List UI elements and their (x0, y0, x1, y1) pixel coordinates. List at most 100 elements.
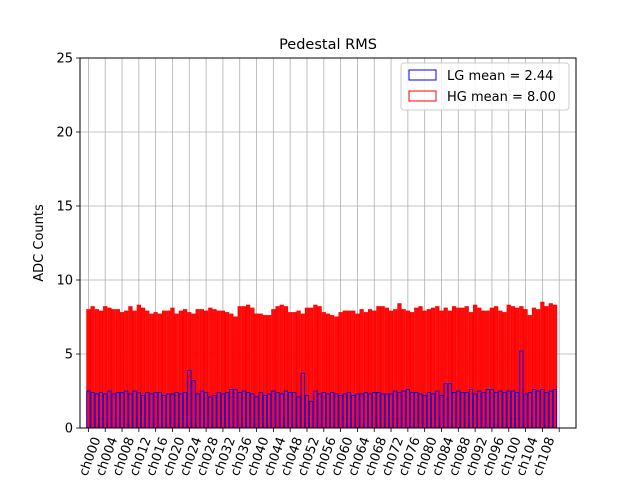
bar-lg (367, 393, 373, 429)
bar-lg (468, 389, 474, 429)
bar-lg (233, 389, 238, 429)
bar-lg (414, 392, 419, 429)
legend-swatch-hg (408, 90, 437, 102)
bar-lg (203, 392, 209, 429)
bar-lg (288, 392, 293, 429)
bar-lg (338, 394, 343, 429)
bar-lg (161, 394, 167, 429)
bar-lg (279, 393, 284, 429)
bar-lg (523, 393, 528, 429)
bar-lg (216, 392, 221, 429)
bar-lg (477, 390, 482, 429)
x-axis: ch000ch004ch008ch012ch016ch020ch024ch028… (77, 428, 560, 478)
bar-lg (536, 390, 541, 429)
bar-lg (527, 392, 532, 429)
bar-lg (422, 394, 427, 429)
bar-lg (397, 392, 402, 429)
bar-lg (103, 393, 108, 429)
bar-lg (409, 392, 415, 429)
legend-swatch-lg (408, 69, 437, 81)
bar-lg (182, 392, 188, 429)
bar-lg (128, 393, 133, 429)
bar-lg (283, 390, 289, 429)
bar-lg (241, 390, 247, 429)
bar-lg (199, 390, 205, 429)
bar-lg (393, 390, 398, 429)
bar-lg (351, 394, 356, 429)
bar-lg (401, 390, 406, 429)
y-tick-label: 15 (56, 200, 73, 215)
bar-lg (115, 392, 120, 429)
bar-lg (149, 393, 154, 429)
bar-lg (359, 393, 364, 429)
y-tick-label: 0 (65, 422, 73, 437)
bar-lg (262, 394, 268, 429)
bar-lg (140, 394, 146, 429)
bar-lg (498, 390, 503, 429)
plot-frame (79, 57, 577, 429)
bar-lg (531, 389, 537, 429)
bar-lg (246, 392, 251, 429)
y-tick-label: 20 (56, 126, 73, 141)
y-tick-label: 25 (56, 52, 73, 67)
bar-lg (334, 393, 339, 429)
bar-lg (250, 393, 255, 429)
bar-lg (443, 383, 448, 429)
bar-lg (90, 392, 95, 429)
bar-lg (552, 389, 558, 429)
bar-lg (119, 392, 125, 429)
bar-lg (481, 392, 486, 429)
bar-lg (166, 393, 171, 429)
bar-lg (136, 392, 141, 429)
bar-lg (111, 393, 116, 429)
bar-lg (430, 393, 436, 429)
bars (86, 301, 558, 429)
bar-lg (451, 392, 457, 429)
bar-lg (355, 393, 360, 429)
bar-lg (544, 392, 549, 429)
bar-lg (195, 393, 200, 429)
bar-lg (540, 389, 545, 429)
bar-lg (296, 396, 301, 429)
bar-lg (258, 392, 263, 429)
bar-lg (418, 393, 423, 429)
bar-lg (515, 392, 520, 429)
bar-lg (212, 394, 217, 429)
bar-lg (485, 389, 490, 429)
legend: LG mean = 2.44 HG mean = 8.00 (400, 62, 570, 111)
bar-lg (548, 390, 553, 429)
legend-box (400, 62, 570, 111)
bar-lg (376, 392, 381, 429)
bar-lg (94, 393, 99, 429)
bar-lg (309, 400, 314, 429)
bar-lg (372, 392, 377, 429)
bar-lg (224, 392, 230, 429)
bar-lg (300, 372, 305, 429)
bar-lg (132, 390, 137, 429)
bar-lg (170, 393, 175, 429)
bar-lg (313, 390, 318, 429)
y-axis: 0 5 10 15 20 25 (56, 52, 80, 437)
bar-lg (304, 394, 310, 429)
bar-lg (439, 394, 444, 429)
bar-lg (494, 392, 499, 429)
bar-lg (98, 392, 104, 429)
bar-lg (464, 392, 469, 429)
bar-lg (321, 392, 326, 429)
bar-lg (191, 380, 196, 429)
bar-lg (317, 393, 322, 429)
bar-lg (380, 393, 385, 429)
bar-lg (208, 396, 213, 429)
bar-lg (510, 390, 516, 429)
bar-lg (237, 392, 242, 429)
bar-lg (506, 390, 511, 429)
bar-lg (346, 392, 352, 429)
bar-lg (187, 369, 192, 429)
chart-title: Pedestal RMS (279, 37, 377, 53)
bar-lg (435, 390, 440, 429)
bar-lg (153, 392, 158, 429)
bar-lg (107, 390, 112, 429)
bar-lg (405, 389, 410, 429)
bar-lg (292, 392, 297, 429)
